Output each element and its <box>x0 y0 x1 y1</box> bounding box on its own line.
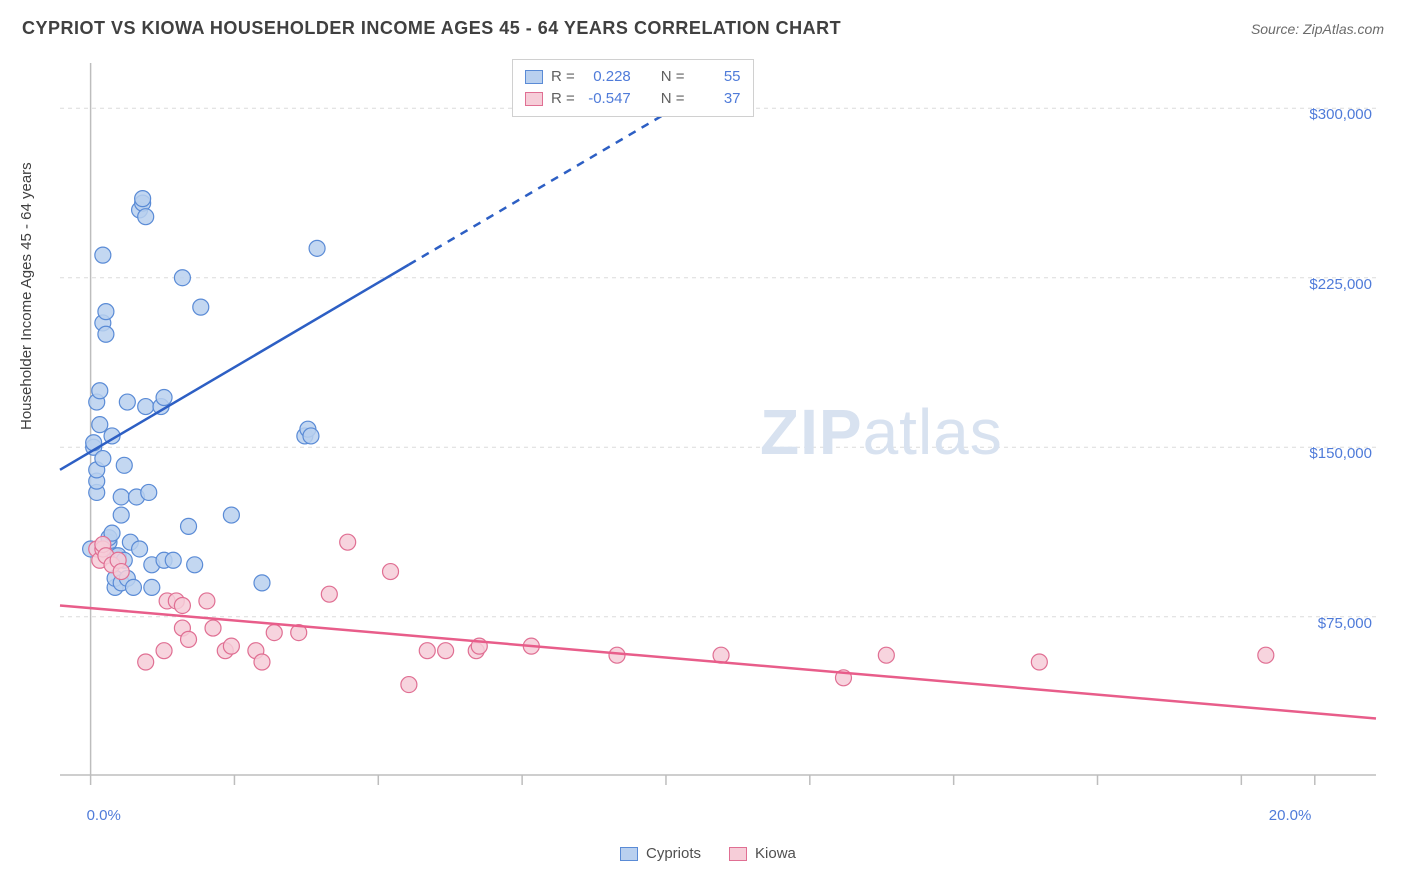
y-tick-label: $300,000 <box>1309 106 1372 123</box>
series-legend: Cypriots Kiowa <box>620 845 796 862</box>
legend-swatch <box>729 847 747 861</box>
y-tick-label: $75,000 <box>1318 615 1372 632</box>
y-axis-label: Householder Income Ages 45 - 64 years <box>18 162 35 430</box>
plot-area: $75,000$150,000$225,000$300,0000.0%20.0% <box>52 55 1384 815</box>
stats-legend-row: R =-0.547N =37 <box>525 88 741 110</box>
stats-legend: R =0.228N =55R =-0.547N =37 <box>512 59 754 117</box>
x-tick-label: 0.0% <box>87 807 121 824</box>
scatter-chart <box>52 55 1384 815</box>
legend-label: Kiowa <box>755 845 796 862</box>
x-tick-label: 20.0% <box>1269 807 1312 824</box>
legend-swatch <box>525 70 543 84</box>
legend-label: Cypriots <box>646 845 701 862</box>
y-tick-label: $150,000 <box>1309 445 1372 462</box>
legend-swatch <box>525 92 543 106</box>
legend-item: Cypriots <box>620 845 701 862</box>
chart-title: CYPRIOT VS KIOWA HOUSEHOLDER INCOME AGES… <box>22 18 841 39</box>
stats-legend-row: R =0.228N =55 <box>525 66 741 88</box>
source-attribution: Source: ZipAtlas.com <box>1251 21 1384 37</box>
legend-item: Kiowa <box>729 845 796 862</box>
y-tick-label: $225,000 <box>1309 276 1372 293</box>
legend-swatch <box>620 847 638 861</box>
